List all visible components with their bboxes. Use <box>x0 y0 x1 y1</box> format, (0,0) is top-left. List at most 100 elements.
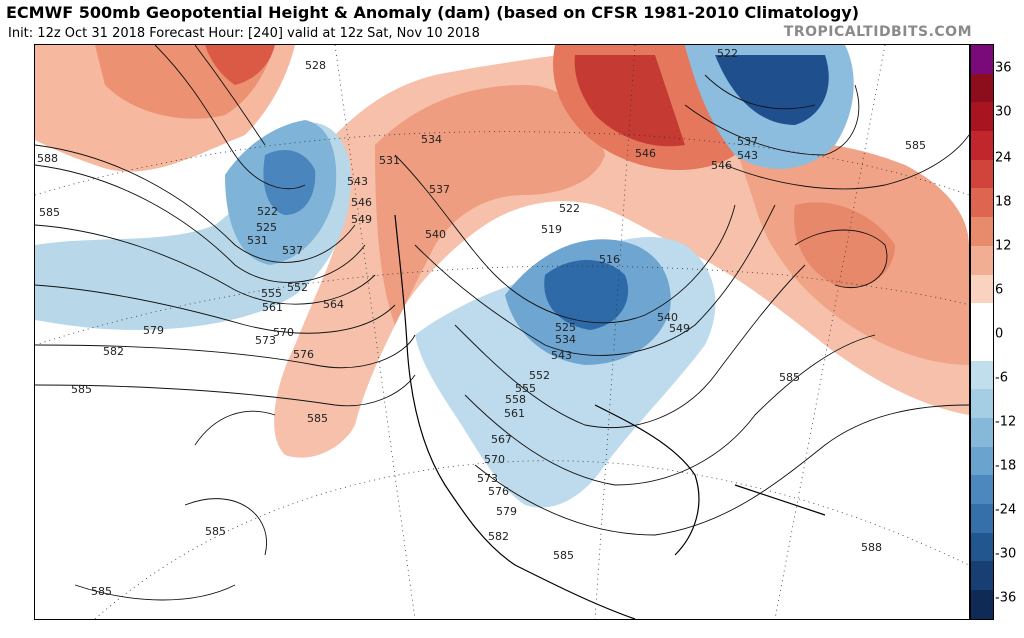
contour-label: 552 <box>287 281 308 294</box>
contour-label: 585 <box>307 412 328 425</box>
colorbar-segment <box>971 45 993 74</box>
contour-label: 585 <box>905 139 926 152</box>
colorbar-segment <box>971 274 993 304</box>
colorbar-segment <box>971 446 993 476</box>
contour-label: 525 <box>555 321 576 334</box>
contour-label: 534 <box>421 133 442 146</box>
contour-label: 534 <box>555 333 576 346</box>
colorbar-segment <box>971 417 993 447</box>
colorbar-label: -36 <box>995 590 1017 606</box>
contour-label: 546 <box>635 147 656 160</box>
contour-label: 543 <box>737 149 758 162</box>
contour-label: 540 <box>657 311 678 324</box>
contour-label: 585 <box>205 525 226 538</box>
contour-label: 585 <box>39 206 60 219</box>
contour-label: 552 <box>529 369 550 382</box>
contour-label: 558 <box>505 393 526 406</box>
anomaly-ridge-atlantic-core <box>794 202 895 288</box>
contour-label: 582 <box>103 345 124 358</box>
contour-label: 585 <box>71 383 92 396</box>
colorbar-label: 36 <box>995 60 1012 76</box>
anomaly-trough-great-lakes-core <box>544 260 629 330</box>
colorbar-segment <box>971 245 993 275</box>
colorbar-segment <box>971 532 993 562</box>
positive-anomaly-regions <box>35 45 969 458</box>
contour-label: 522 <box>257 205 278 218</box>
colorbar-segment <box>971 475 993 504</box>
colorbar-label: -12 <box>995 414 1017 430</box>
contour-label: 543 <box>551 349 572 362</box>
colorbar-label: 30 <box>995 104 1012 120</box>
contour-label: 579 <box>143 324 164 337</box>
contour-label: 516 <box>599 253 620 266</box>
contour-label: 585 <box>91 585 112 598</box>
contour-label: 537 <box>282 244 303 257</box>
colorbar-segment <box>971 131 993 160</box>
anomaly-trough-gulf-alaska-core <box>263 150 316 215</box>
contour-label: 528 <box>305 59 326 72</box>
contour-label: 573 <box>255 334 276 347</box>
contour-label: 525 <box>256 221 277 234</box>
anomaly-ridge-canada <box>375 85 605 325</box>
contour-labels: 528 588 585 522 525 531 537 555 552 561 … <box>37 47 926 598</box>
contour-label: 561 <box>504 407 525 420</box>
contour-label: 582 <box>488 530 509 543</box>
colorbar-label: -30 <box>995 546 1017 562</box>
forecast-info: Init: 12z Oct 31 2018 Forecast Hour: [24… <box>8 26 480 41</box>
contour-label: 588 <box>37 152 58 165</box>
contour-label: 567 <box>491 433 512 446</box>
contour-label: 561 <box>262 301 283 314</box>
colorbar-label: 18 <box>995 194 1012 210</box>
contour-label: 576 <box>488 485 509 498</box>
contour-label: 576 <box>293 348 314 361</box>
map-title: ECMWF 500mb Geopotential Height & Anomal… <box>6 3 860 22</box>
colorbar-segment <box>971 590 993 619</box>
contour-label: 570 <box>484 453 505 466</box>
anomaly-ridge-greenland-core <box>574 55 685 147</box>
colorbar-segment <box>971 188 993 218</box>
colorbar-segment <box>971 102 993 132</box>
colorbar-segment <box>971 561 993 591</box>
colorbar-label: 0 <box>995 326 1004 342</box>
contour-label: 564 <box>323 298 344 311</box>
colorbar-segment <box>971 331 993 361</box>
contour-label: 537 <box>429 183 450 196</box>
contour-label: 585 <box>553 549 574 562</box>
contour-label: 522 <box>559 202 580 215</box>
weather-map: 528 588 585 522 525 531 537 555 552 561 … <box>34 44 970 620</box>
contour-label: 543 <box>347 175 368 188</box>
contour-label: 585 <box>779 371 800 384</box>
contour-label: 570 <box>273 326 294 339</box>
negative-anomaly-regions <box>35 45 854 508</box>
contour-label: 540 <box>425 228 446 241</box>
graticule <box>35 45 969 619</box>
colorbar-segment <box>971 217 993 246</box>
contour-label: 555 <box>261 287 282 300</box>
colorbar-label: -24 <box>995 502 1017 518</box>
contour-label: 519 <box>541 223 562 236</box>
contour-label: 573 <box>477 472 498 485</box>
contour-label: 531 <box>379 154 400 167</box>
colorbar-label: 6 <box>995 282 1004 298</box>
contour-label: 531 <box>247 234 268 247</box>
height-contours <box>35 45 969 601</box>
colorbar-segment <box>971 504 993 533</box>
anomaly-colorbar <box>970 44 994 620</box>
colorbar-label: 24 <box>995 150 1012 166</box>
contour-label: 588 <box>861 541 882 554</box>
colorbar-segment <box>971 389 993 418</box>
colorbar-label: 12 <box>995 238 1012 254</box>
contour-label: 579 <box>496 505 517 518</box>
contour-label: 555 <box>515 382 536 395</box>
colorbar-label: -18 <box>995 458 1017 474</box>
contour-label: 549 <box>669 322 690 335</box>
contour-label: 546 <box>711 159 732 172</box>
contour-label: 522 <box>717 47 738 60</box>
coastlines <box>394 214 826 619</box>
colorbar-label: -6 <box>995 370 1008 386</box>
colorbar-segment <box>971 360 993 390</box>
contour-label: 549 <box>351 213 372 226</box>
colorbar-segment <box>971 73 993 103</box>
contour-label: 546 <box>351 196 372 209</box>
site-watermark: TROPICALTIDBITS.COM <box>783 24 972 40</box>
